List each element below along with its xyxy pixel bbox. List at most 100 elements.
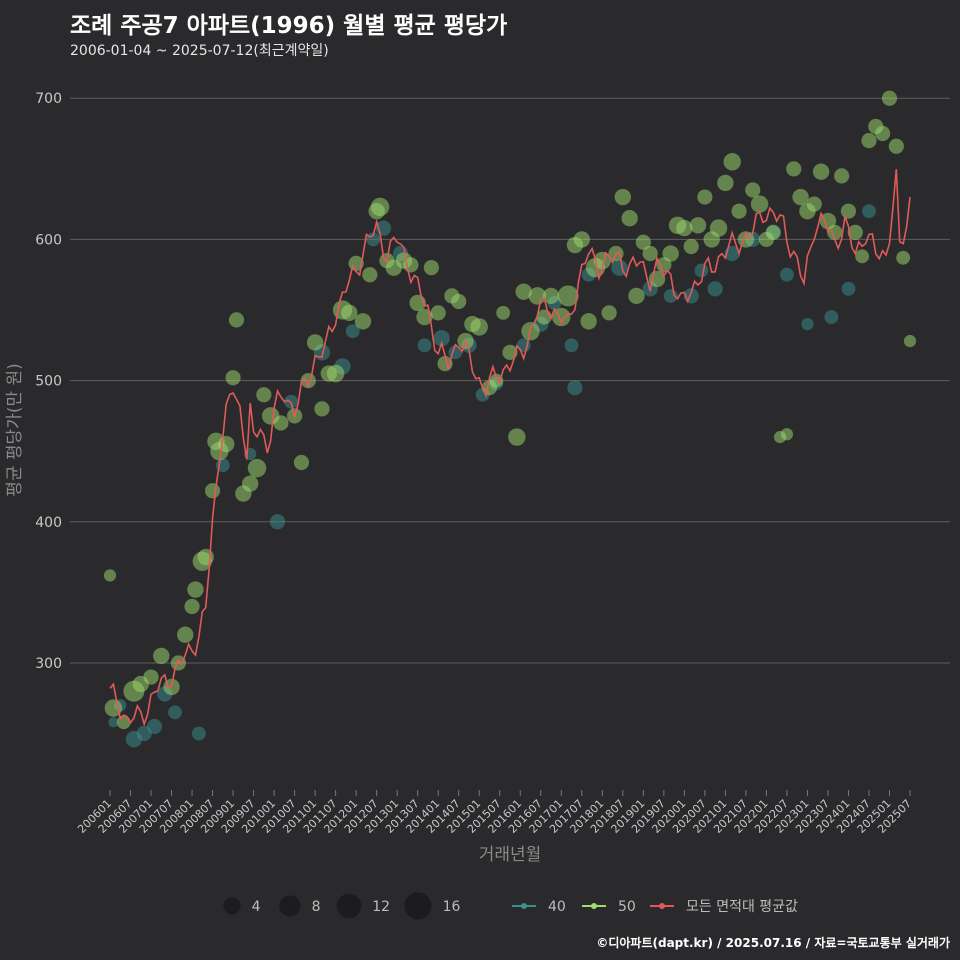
bubble-40 — [448, 345, 463, 360]
legend-series-dot — [521, 903, 527, 909]
y-tick-label: 300 — [35, 656, 62, 672]
bubble-50 — [861, 132, 877, 149]
bubble-40 — [168, 705, 182, 720]
legend-size-label: 4 — [252, 899, 261, 915]
bubble-50 — [750, 195, 769, 213]
bubble-50 — [423, 260, 439, 276]
bubble-50 — [177, 626, 194, 643]
legend: 4 8 12 16 40 50 모든 면적대 평균값 — [223, 892, 798, 920]
bubble-50 — [614, 188, 632, 206]
bubbles-layer — [103, 90, 917, 748]
bubble-40 — [862, 204, 876, 219]
bubble-50 — [786, 161, 802, 177]
bubble-50 — [143, 669, 159, 685]
bubble-50 — [683, 238, 699, 255]
bubble-50 — [888, 138, 904, 154]
chart-title: 조례 주공7 아파트(1996) 월별 평균 평당가 — [70, 13, 508, 39]
bubble-50 — [745, 182, 761, 198]
bubble-50 — [662, 245, 679, 262]
bubble-50 — [354, 313, 372, 330]
bubble-50 — [170, 655, 186, 671]
bubble-50 — [515, 283, 532, 300]
bubble-50 — [834, 168, 850, 184]
bubble-50 — [723, 153, 741, 171]
bubble-50 — [528, 287, 547, 305]
bubble-50 — [765, 224, 781, 240]
bubble-50 — [370, 197, 390, 217]
bubble-40 — [841, 281, 856, 296]
bubble-50 — [847, 224, 863, 240]
bubble-50 — [628, 287, 645, 305]
chart-subtitle: 2006-01-04 ~ 2025-07-12(최근계약일) — [70, 43, 329, 59]
bubble-50 — [881, 90, 898, 106]
y-tick-label: 600 — [35, 232, 62, 248]
bubble-50 — [709, 219, 728, 237]
bubble-50 — [731, 203, 747, 219]
bubble-50 — [896, 250, 911, 265]
bubble-50 — [508, 428, 526, 446]
bubble-50 — [314, 401, 330, 417]
bubble-50 — [840, 203, 857, 219]
bubble-50 — [341, 304, 358, 322]
bubble-50 — [256, 387, 272, 403]
bubble-50 — [806, 196, 822, 212]
bubble-40 — [567, 380, 583, 396]
bubble-50 — [697, 189, 713, 205]
bubble-50 — [362, 267, 378, 283]
bubble-50 — [326, 364, 345, 383]
bubble-50 — [116, 715, 131, 730]
legend-series-dot — [659, 903, 665, 909]
bubble-50 — [228, 312, 245, 328]
bubble-50 — [812, 163, 830, 180]
bubble-50 — [593, 251, 612, 270]
bubble-50 — [187, 581, 204, 598]
bubble-50 — [451, 293, 467, 310]
average-price-line — [109, 169, 911, 727]
bubble-50 — [676, 219, 693, 237]
bubble-50 — [642, 245, 658, 262]
x-axis-label: 거래년월 — [479, 845, 542, 865]
legend-series-label: 50 — [618, 899, 636, 915]
legend-series-label: 40 — [548, 899, 566, 915]
bubble-40 — [366, 232, 381, 247]
bubble-40 — [345, 324, 360, 339]
y-tick-label: 400 — [35, 515, 62, 531]
y-axis-label: 평균 평당가(만 원) — [5, 363, 25, 497]
bubble-50 — [496, 305, 511, 320]
bubble-50 — [557, 285, 579, 307]
bubble-40 — [146, 718, 163, 735]
bubble-40 — [269, 514, 286, 530]
grid — [70, 97, 950, 664]
bubble-50 — [573, 231, 590, 248]
bubble-50 — [717, 174, 734, 192]
bubble-50 — [204, 483, 221, 499]
legend-size-circle — [336, 893, 362, 919]
credit-text: ©디아파트(dapt.kr) / 2025.07.16 / 자료=국토교통부 실… — [596, 936, 950, 950]
bubble-50 — [689, 217, 707, 234]
bubble-50 — [306, 334, 324, 351]
bubble-50 — [247, 458, 267, 478]
y-tick-label: 500 — [35, 374, 62, 390]
x-axis: 2006012006072007012007072008012008072009… — [75, 790, 914, 836]
bubble-50 — [601, 305, 617, 321]
legend-size-circle — [279, 895, 301, 917]
bubble-50 — [855, 249, 870, 264]
bubble-50 — [293, 454, 310, 471]
bubble-50 — [184, 598, 200, 615]
bubble-50 — [430, 305, 446, 321]
bubble-50 — [875, 125, 891, 142]
bubble-50 — [103, 569, 117, 582]
bubble-40 — [191, 726, 206, 741]
bubble-40 — [707, 281, 723, 297]
y-tick-label: 700 — [35, 91, 62, 107]
bubble-50 — [273, 415, 289, 431]
bubble-50 — [580, 313, 597, 330]
bubble-40 — [779, 267, 794, 282]
bubble-50 — [635, 234, 651, 250]
bubble-50 — [542, 287, 560, 305]
bubble-40 — [108, 717, 119, 728]
bubble-40 — [694, 263, 709, 278]
bubble-50 — [780, 428, 794, 441]
bubble-50 — [153, 647, 170, 665]
legend-series-label: 모든 면적대 평균값 — [686, 899, 798, 915]
